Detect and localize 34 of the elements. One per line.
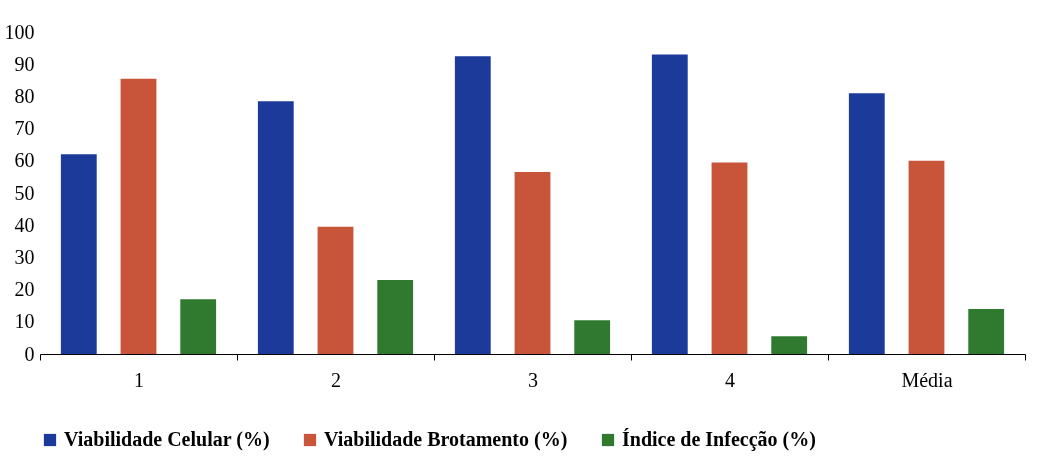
- bar: [574, 320, 611, 354]
- legend-label: Viabilidade Celular (%): [64, 428, 270, 451]
- bar: [377, 279, 414, 354]
- y-tick-label: 30: [14, 245, 35, 268]
- x-tick-label: Média: [901, 368, 953, 391]
- x-tick-label: 1: [134, 368, 144, 391]
- y-tick-label: 40: [14, 213, 35, 236]
- y-tick-label: 90: [14, 52, 35, 75]
- bar: [60, 154, 97, 354]
- y-tick-label: 0: [24, 342, 35, 365]
- bar: [771, 336, 808, 354]
- y-tick-label: 80: [14, 84, 35, 107]
- y-tick-label: 50: [14, 181, 35, 204]
- bar: [651, 54, 688, 354]
- y-tick-label: 60: [14, 149, 35, 172]
- bar: [514, 172, 551, 354]
- y-tick-label: 20: [14, 278, 35, 301]
- legend-label: Índice de Infecção (%): [622, 428, 816, 451]
- bar: [180, 299, 217, 354]
- bar: [257, 101, 294, 354]
- y-tick-label: 100: [4, 20, 35, 43]
- y-tick-label: 70: [14, 117, 35, 140]
- bar: [454, 56, 491, 354]
- bar: [317, 226, 354, 354]
- bar: [848, 93, 885, 354]
- bar: [711, 162, 748, 354]
- x-tick-label: 4: [725, 368, 735, 391]
- bar: [968, 308, 1005, 354]
- bar: [120, 78, 157, 354]
- y-tick-label: 10: [14, 310, 35, 333]
- x-tick-label: 2: [331, 368, 341, 391]
- x-tick-label: 3: [528, 368, 538, 391]
- bar: [908, 160, 945, 354]
- legend-label: Viabilidade Brotamento (%): [324, 428, 568, 451]
